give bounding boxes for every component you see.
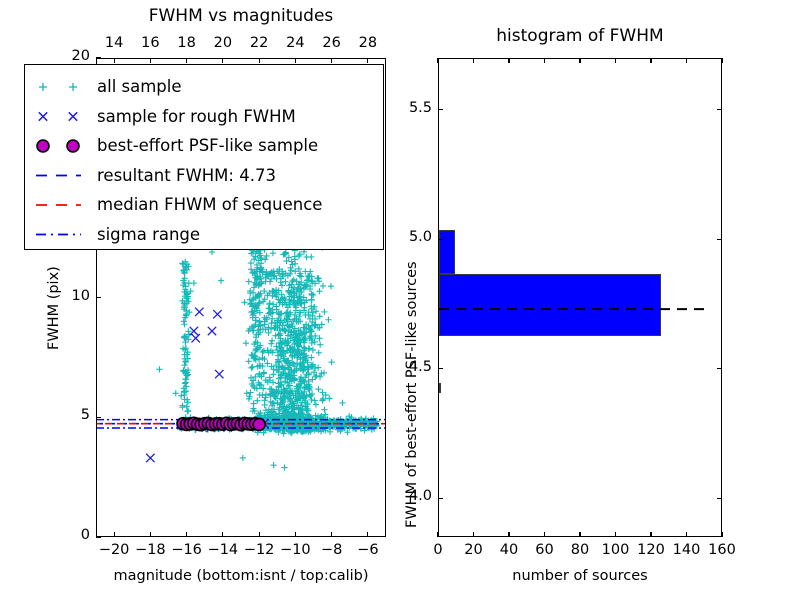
y-tick: [96, 536, 101, 538]
hist-x-tick: [614, 532, 617, 537]
legend-label-3: resultant FWHM: 4.73: [97, 165, 276, 185]
hist-x-tick-top: [614, 58, 617, 63]
x-tick-label-bottom: −16: [171, 542, 202, 558]
hist-y-tick-label: 4.5: [408, 358, 432, 375]
x-tick-bottom: [186, 532, 188, 537]
x-tick-label-top: 22: [249, 35, 269, 51]
x-tick-label-top: 18: [177, 35, 196, 51]
hist-x-tick-label: 0: [433, 542, 443, 558]
hist-x-tick-label: 160: [708, 542, 736, 558]
legend-box: all sample sample for rough FWHM best-effo…: [24, 64, 384, 250]
x-tick-label-bottom: −10: [280, 542, 311, 558]
y-tick-label: 5: [80, 407, 90, 424]
hist-x-tick-top: [721, 58, 723, 63]
x-tick-bottom: [294, 532, 296, 537]
x-tick-bottom: [222, 532, 224, 537]
x-tick-label-top: 26: [322, 35, 341, 51]
legend-label-0: all sample: [97, 77, 182, 96]
x-tick-top: [186, 58, 188, 63]
hist-x-tick-label: 100: [601, 542, 630, 558]
histogram-bar: [439, 382, 441, 393]
legend-label-4: median FHWM of sequence: [97, 195, 323, 214]
x-tick-label-bottom: −8: [320, 542, 343, 558]
x-tick-label-bottom: −18: [135, 542, 166, 558]
x-tick-label-top: 20: [213, 35, 233, 51]
hist-x-tick-label: 60: [535, 542, 554, 558]
y-tick-label: 0: [80, 527, 90, 543]
x-tick-label-top: 28: [358, 35, 378, 51]
y-tick: [96, 57, 101, 59]
hist-x-tick-top: [685, 58, 688, 63]
x-tick-bottom: [113, 532, 115, 537]
hist-x-tick: [437, 532, 439, 537]
hist-y-tick-right: [717, 497, 722, 499]
hist-x-tick-top: [650, 58, 652, 63]
hist-y-tick-right: [717, 109, 722, 111]
hist-x-tick-label: 40: [499, 542, 519, 558]
hist-x-tick-label: 20: [464, 542, 483, 558]
x-tick-label-bottom: −6: [357, 542, 379, 558]
hist-y-tick-label: 5.5: [408, 99, 432, 116]
x-tick-bottom: [331, 532, 333, 537]
hist-y-tick-right: [717, 368, 722, 370]
x-tick-bottom: [258, 532, 260, 537]
hist-y-tick: [438, 109, 443, 111]
x-tick-label-top: 14: [104, 35, 124, 51]
x-tick-top: [113, 58, 115, 63]
y-tick-label: 20: [71, 48, 90, 64]
legend-label-1: sample for rough FWHM: [97, 106, 296, 126]
hist-y-tick-label: 4.0: [408, 488, 432, 505]
right-y-axis-label: FWHM of best-effort PSF-like sources: [404, 261, 420, 528]
x-tick-bottom: [367, 532, 369, 537]
hist-x-tick-top: [472, 58, 475, 63]
legend-label-5: sigma range: [97, 224, 201, 244]
right-x-axis-label: number of sources: [512, 568, 648, 584]
hist-x-tick-top: [508, 58, 510, 63]
hist-x-tick-label: 140: [672, 542, 701, 558]
hist-x-tick-label: 120: [637, 542, 665, 558]
x-tick-label-top: 24: [286, 35, 305, 51]
hist-x-tick-top: [437, 58, 439, 63]
y-tick: [96, 416, 101, 418]
hist-y-tick: [438, 368, 443, 370]
histogram-bar: [439, 273, 661, 337]
x-tick-top: [331, 58, 333, 63]
x-tick-label-top: 16: [141, 35, 160, 51]
y-tick: [96, 296, 101, 299]
left-x-axis-label: magnitude (bottom:isnt / top:calib): [113, 568, 369, 584]
right-panel-title: histogram of FWHM: [496, 26, 664, 46]
left-panel-title: FWHM vs magnitudes: [148, 6, 334, 26]
x-tick-label-bottom: −20: [98, 542, 130, 558]
x-tick-top: [149, 58, 151, 63]
x-tick-label-bottom: −14: [207, 542, 239, 558]
x-tick-top: [294, 58, 296, 63]
hist-x-tick-top: [543, 58, 546, 63]
hist-x-tick: [721, 532, 723, 537]
hist-x-tick-label: 80: [570, 542, 590, 558]
hist-x-tick-top: [579, 58, 581, 63]
hist-x-tick: [650, 532, 652, 537]
hist-x-tick: [579, 532, 581, 537]
right-plot-frame: [438, 58, 722, 537]
legend-markers: [36, 83, 81, 236]
x-tick-top: [222, 58, 224, 63]
x-tick-bottom: [149, 532, 151, 537]
hist-y-tick: [438, 497, 443, 499]
hist-x-tick: [472, 532, 475, 537]
y-tick-label: 10: [71, 287, 90, 304]
hist-y-tick-label: 5.0: [408, 229, 432, 246]
x-tick-label-bottom: −12: [243, 542, 275, 558]
hist-x-tick: [543, 532, 546, 537]
hist-y-tick-right: [717, 238, 722, 240]
hist-y-tick: [438, 238, 443, 240]
legend-label-2: best-effort PSF-like sample: [97, 136, 319, 155]
histogram-bar: [439, 229, 455, 274]
hist-x-tick: [685, 532, 688, 537]
x-tick-top: [367, 58, 369, 63]
hist-x-tick: [508, 532, 510, 537]
x-tick-top: [258, 58, 260, 63]
